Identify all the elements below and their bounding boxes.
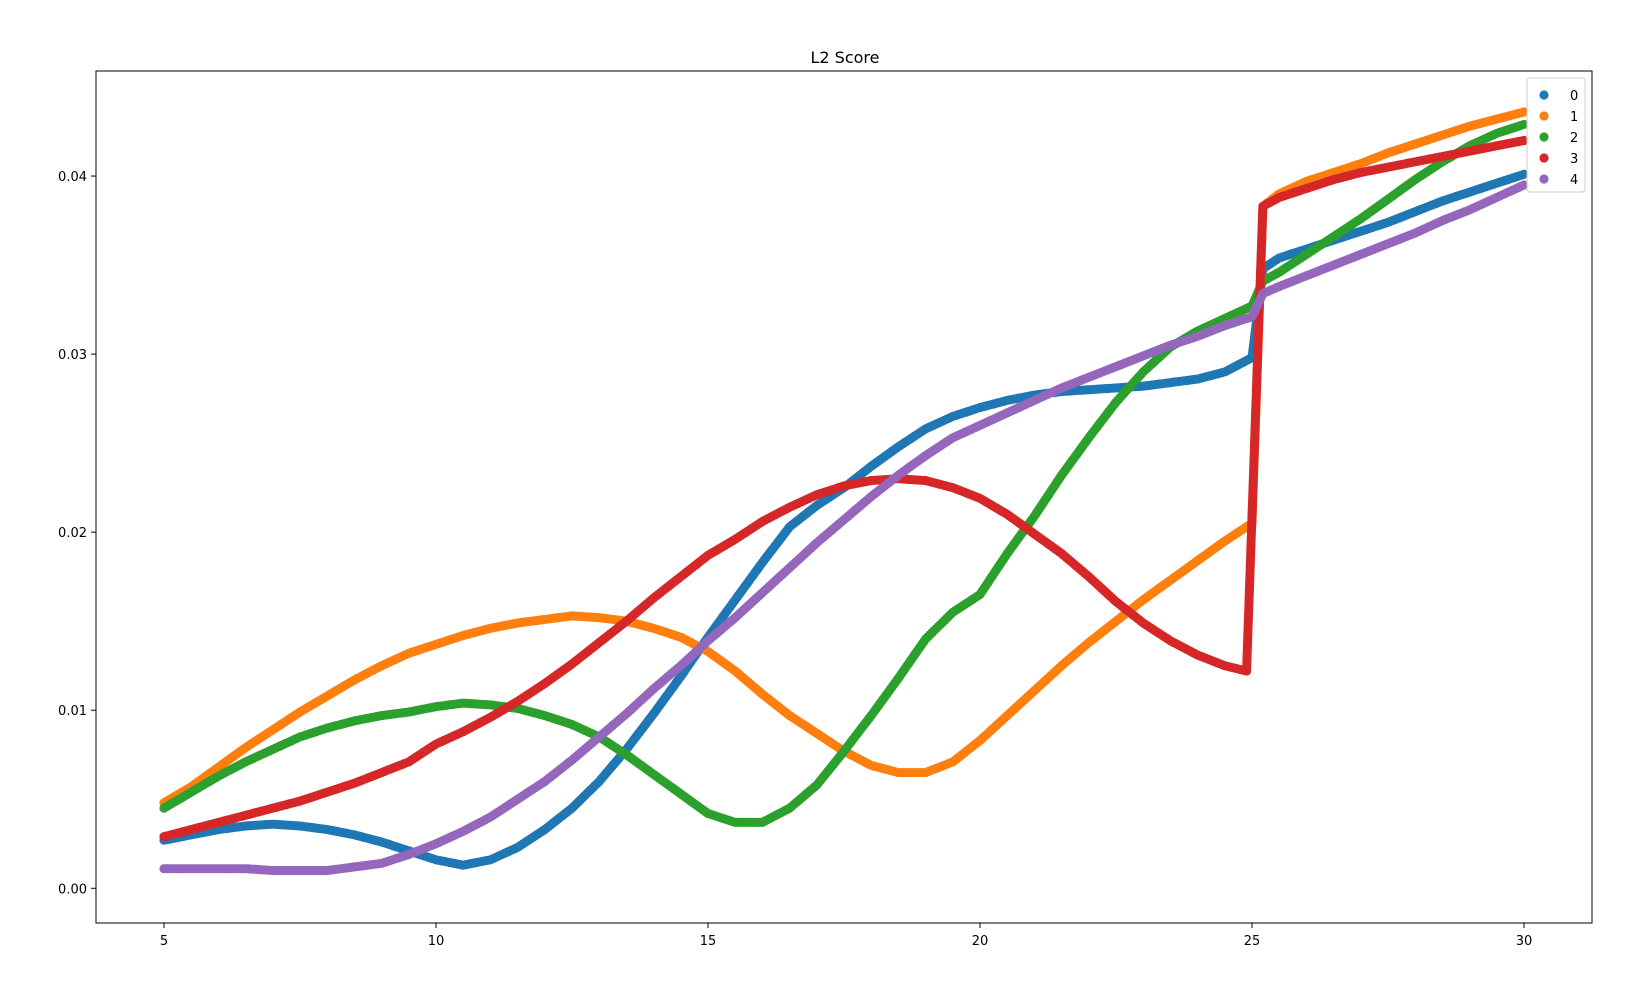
data-point <box>1519 135 1529 146</box>
data-marks <box>159 107 1529 876</box>
x-tick-label: 10 <box>428 934 445 949</box>
legend: 0 1 2 3 4 <box>1526 77 1586 193</box>
series-0 <box>159 169 1529 870</box>
legend-label: 1 <box>1570 110 1578 125</box>
data-point <box>1519 169 1529 179</box>
data-point <box>1519 180 1529 190</box>
x-tick-label: 25 <box>1244 934 1261 949</box>
series-2 <box>159 119 1529 827</box>
legend-marker <box>1539 90 1549 100</box>
legend-item-3: 3 <box>1539 152 1578 167</box>
chart-title: L2 Score <box>811 48 880 67</box>
legend-label: 4 <box>1570 173 1578 188</box>
legend-marker <box>1539 111 1549 121</box>
plot-area <box>95 70 1593 924</box>
legend-item-0: 0 <box>1539 89 1578 104</box>
legend-marker <box>1539 132 1549 142</box>
y-tick-label: 0.00 <box>58 882 87 897</box>
legend-marker <box>1539 153 1549 163</box>
y-axis: 0.00 0.01 0.02 0.03 0.04 <box>58 170 96 897</box>
legend-label: 3 <box>1570 152 1578 167</box>
y-tick-label: 0.02 <box>58 526 87 541</box>
y-tick-label: 0.01 <box>58 704 87 719</box>
x-tick-label: 15 <box>700 934 717 949</box>
x-tick-label: 30 <box>1516 934 1533 949</box>
legend-item-1: 1 <box>1539 110 1578 125</box>
legend-item-2: 2 <box>1539 131 1578 146</box>
x-tick-label: 5 <box>160 934 168 949</box>
legend-marker <box>1539 174 1549 184</box>
legend-box <box>1526 77 1586 193</box>
x-tick-label: 20 <box>972 934 989 949</box>
legend-label: 0 <box>1570 89 1578 104</box>
legend-label: 2 <box>1570 131 1578 146</box>
data-point <box>1519 107 1529 117</box>
y-tick-label: 0.03 <box>58 348 87 363</box>
series-4 <box>159 180 1529 876</box>
x-axis: 5 10 15 20 25 30 <box>160 923 1532 949</box>
data-point <box>1519 119 1529 130</box>
legend-item-4: 4 <box>1539 173 1578 188</box>
y-tick-label: 0.04 <box>58 170 87 185</box>
